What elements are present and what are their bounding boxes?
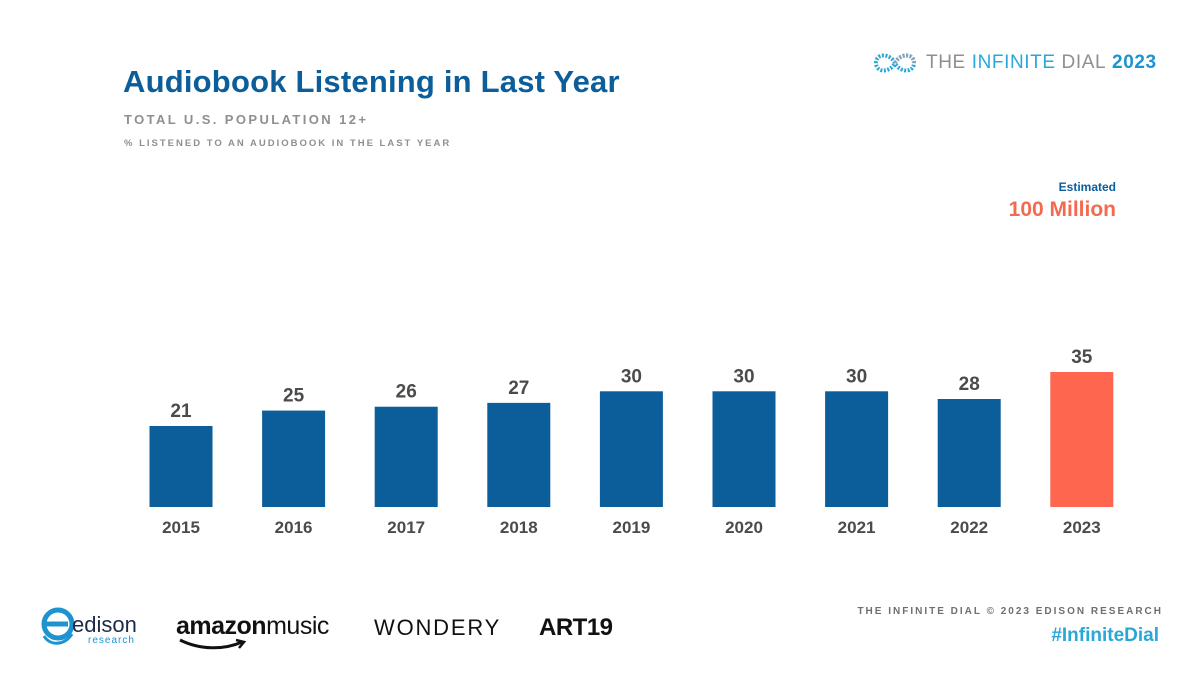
data-label-2022: 28 [959, 374, 980, 395]
x-tick-2022: 2022 [950, 518, 988, 537]
chart-title: Audiobook Listening in Last Year [123, 64, 620, 99]
bar-2023 [1050, 372, 1114, 507]
bar-2018 [487, 402, 551, 507]
art19-logo: ART19 [539, 614, 613, 641]
data-label-2019: 30 [621, 366, 642, 387]
chart-subtitle: TOTAL U.S. POPULATION 12+ [124, 112, 369, 127]
data-label-2016: 25 [283, 386, 305, 407]
data-label-2021: 30 [846, 366, 867, 387]
amazon-music-logo: amazonmusic [176, 612, 329, 650]
x-tick-2016: 2016 [275, 518, 313, 537]
x-tick-2023: 2023 [1063, 518, 1101, 537]
infinite-dial-brand: THE INFINITE DIAL 2023 [872, 46, 1157, 80]
x-tick-2021: 2021 [838, 518, 876, 537]
x-tick-2017: 2017 [387, 518, 425, 537]
footer-hashtag: #InfiniteDial [1051, 625, 1159, 646]
brand-wordmark: THE INFINITE DIAL 2023 [926, 52, 1157, 73]
footer-credit: THE INFINITE DIAL © 2023 EDISON RESEARCH [857, 606, 1163, 617]
edison-swoosh-icon [41, 607, 75, 645]
bar-2020 [712, 391, 776, 507]
metric-description: % LISTENED TO AN AUDIOBOOK IN THE LAST Y… [124, 138, 452, 149]
bar-2021 [825, 391, 889, 507]
x-tick-2015: 2015 [162, 518, 200, 537]
bar-2019 [599, 391, 663, 507]
bar-2017 [374, 406, 438, 507]
bar-2015 [149, 426, 213, 507]
amazon-smile-icon [179, 638, 247, 650]
data-label-2015: 21 [170, 401, 192, 422]
x-tick-2020: 2020 [725, 518, 763, 537]
data-label-2017: 26 [396, 382, 417, 403]
data-label-2023: 35 [1071, 347, 1093, 368]
estimate-label: Estimated [1058, 180, 1116, 194]
data-label-2018: 27 [508, 378, 529, 399]
bar-2022 [937, 399, 1001, 507]
infinity-icon [873, 53, 917, 73]
x-tick-2019: 2019 [612, 518, 650, 537]
data-label-2020: 30 [733, 366, 754, 387]
bar-2016 [262, 410, 326, 507]
edison-research-logo: edison research [38, 600, 148, 646]
x-tick-2018: 2018 [500, 518, 538, 537]
wondery-logo: WONDERY [374, 615, 502, 640]
estimate-value: 100 Million [1008, 198, 1116, 221]
